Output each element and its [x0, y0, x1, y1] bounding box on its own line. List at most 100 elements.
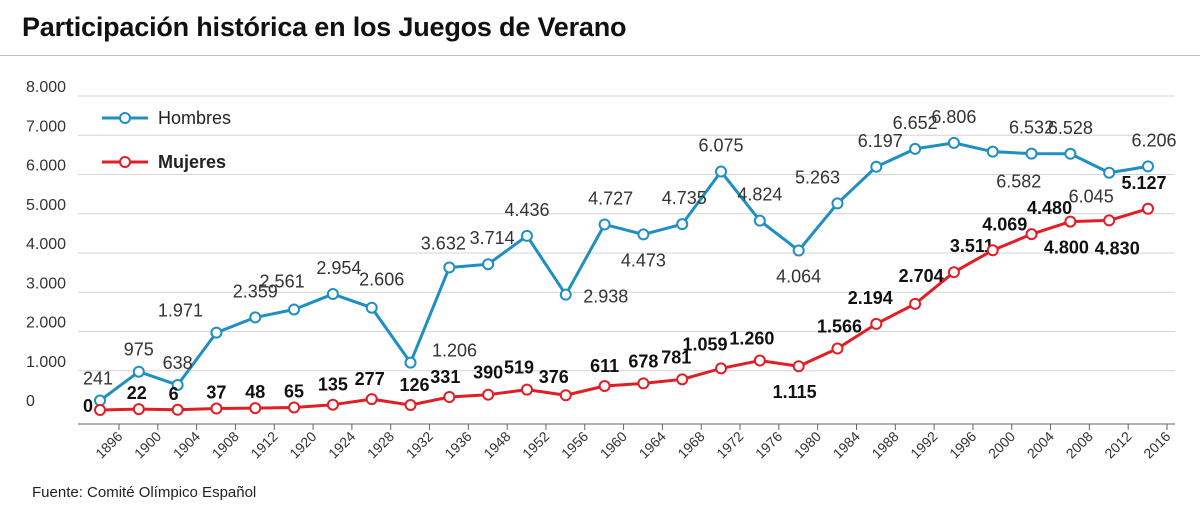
hombres-data-label: 2.938	[583, 287, 628, 307]
mujeres-point	[986, 244, 999, 257]
hombres-data-label: 5.263	[795, 167, 840, 187]
title-divider	[0, 55, 1200, 56]
y-tick-label: 7.000	[26, 118, 66, 135]
mujeres-data-label: 65	[284, 381, 304, 401]
mujeres-point	[94, 404, 106, 416]
mujeres-data-label: 678	[628, 351, 658, 371]
hombres-point	[326, 288, 339, 301]
mujeres-point	[520, 383, 533, 396]
mujeres-data-label: 1.059	[683, 334, 728, 354]
legend-label: Mujeres	[158, 152, 226, 172]
mujeres-data-label: 1.115	[773, 382, 817, 402]
hombres-data-label: 2.606	[359, 270, 404, 290]
hombres-data-label: 6.075	[699, 136, 744, 156]
mujeres-data-label: 2.194	[848, 288, 893, 308]
x-tick-label: 1904	[170, 428, 203, 461]
legend-label: Hombres	[158, 108, 231, 128]
hombres-data-label: 6.528	[1048, 118, 1093, 138]
source-note: Fuente: Comité Olímpico Español	[32, 484, 257, 501]
hombres-data-label: 638	[163, 353, 193, 373]
mujeres-point	[637, 377, 650, 390]
hombres-data-label: 6.206	[1131, 130, 1176, 150]
mujeres-data-label: 4.069	[982, 214, 1027, 234]
x-tick-label: 1972	[713, 428, 746, 461]
x-tick-label: 1900	[131, 428, 164, 461]
hombres-line	[99, 141, 1149, 402]
x-tick-label: 1964	[636, 428, 669, 461]
mujeres-point	[676, 373, 689, 386]
x-tick-label: 1996	[946, 428, 979, 461]
hombres-point	[1103, 166, 1116, 179]
y-tick-label: 4.000	[26, 236, 66, 253]
chart-title: Participación histórica en los Juegos de…	[22, 12, 627, 42]
hombres-point	[1142, 160, 1154, 173]
x-tick-label: 1912	[247, 428, 280, 461]
series-mujeres: 0 22 6 37 48 65 135 277 126 331 390 519 376 611 678 781…	[83, 173, 1167, 416]
hombres-point	[404, 356, 417, 369]
mujeres-data-label: 277	[355, 369, 385, 389]
hombres-data-label: 3.632	[421, 233, 466, 253]
mujeres-data-label: 37	[206, 383, 226, 403]
hombres-data-label: 4.727	[588, 188, 633, 208]
mujeres-point	[1142, 202, 1154, 215]
y-tick-label: 6.000	[26, 158, 66, 175]
mujeres-data-label: 4.480	[1027, 198, 1072, 218]
mujeres-data-label: 781	[661, 347, 691, 367]
x-tick-label: 1984	[830, 428, 863, 461]
mujeres-data-label: 22	[127, 383, 147, 403]
y-tick-label: 1.000	[26, 354, 66, 371]
mujeres-data-label: 4.830	[1095, 238, 1140, 258]
hombres-point	[715, 165, 728, 178]
mujeres-point	[288, 401, 301, 414]
mujeres-data-label: 126	[399, 375, 429, 395]
mujeres-data-label: 2.704	[899, 266, 944, 286]
x-tick-label: 1924	[325, 428, 358, 461]
x-tick-label: 1968	[674, 428, 707, 461]
mujeres-point	[598, 380, 611, 393]
x-tick-label: 1948	[480, 428, 513, 461]
mujeres-data-label: 376	[539, 367, 569, 387]
hombres-data-label: 6.582	[996, 172, 1041, 192]
y-tick-label: 3.000	[26, 275, 66, 292]
hombres-data-label: 241	[83, 369, 113, 389]
mujeres-data-label: 4.800	[1044, 238, 1089, 258]
hombres-point	[598, 218, 611, 231]
mujeres-point	[1025, 228, 1038, 241]
mujeres-point	[171, 403, 184, 416]
mujeres-point	[365, 393, 378, 406]
mujeres-point	[1103, 214, 1116, 227]
x-tick-label: 1932	[403, 428, 436, 461]
mujeres-data-label: 519	[504, 358, 534, 378]
mujeres-data-label: 1.260	[729, 329, 774, 349]
mujeres-data-label: 390	[473, 363, 503, 383]
mujeres-data-label: 5.127	[1121, 173, 1166, 193]
y-axis: 0 1.000 2.000 3.000 4.000 5.000 6.000 7.000 8.00…	[26, 79, 66, 410]
hombres-data-label: 6.806	[931, 107, 976, 127]
hombres-data-label: 4.064	[776, 266, 821, 286]
x-tick-label: 1976	[752, 428, 785, 461]
hombres-point	[909, 142, 922, 155]
hombres-point	[365, 301, 378, 314]
x-tick-label: 2016	[1140, 428, 1173, 461]
x-axis: 1896 1900 1904 1908 1912 1920 1924 1928 1932 1936…	[78, 423, 1175, 462]
grid-lines	[78, 95, 1175, 372]
hombres-point	[1064, 147, 1077, 160]
hombres-point	[520, 229, 533, 242]
hombres-data-label: 6.045	[1069, 187, 1114, 207]
hombres-point	[870, 160, 883, 173]
x-tick-label: 1908	[209, 428, 242, 461]
hombres-point	[637, 228, 650, 241]
mujeres-data-label: 135	[318, 375, 348, 395]
legend: Hombres Mujeres	[102, 108, 231, 172]
hombres-data-label: 4.436	[504, 200, 549, 220]
hombres-data-label: 6.652	[893, 113, 938, 133]
mujeres-point	[482, 388, 495, 401]
x-tick-label: 1928	[364, 428, 397, 461]
hombres-data-label: 4.473	[621, 250, 666, 270]
mujeres-data-label: 48	[245, 382, 265, 402]
y-tick-label: 0	[26, 393, 35, 410]
mujeres-data-label: 6	[169, 384, 179, 404]
hombres-point	[482, 258, 495, 271]
hombres-data-label: 6.532	[1009, 118, 1054, 138]
hombres-data-label: 4.824	[737, 185, 782, 205]
